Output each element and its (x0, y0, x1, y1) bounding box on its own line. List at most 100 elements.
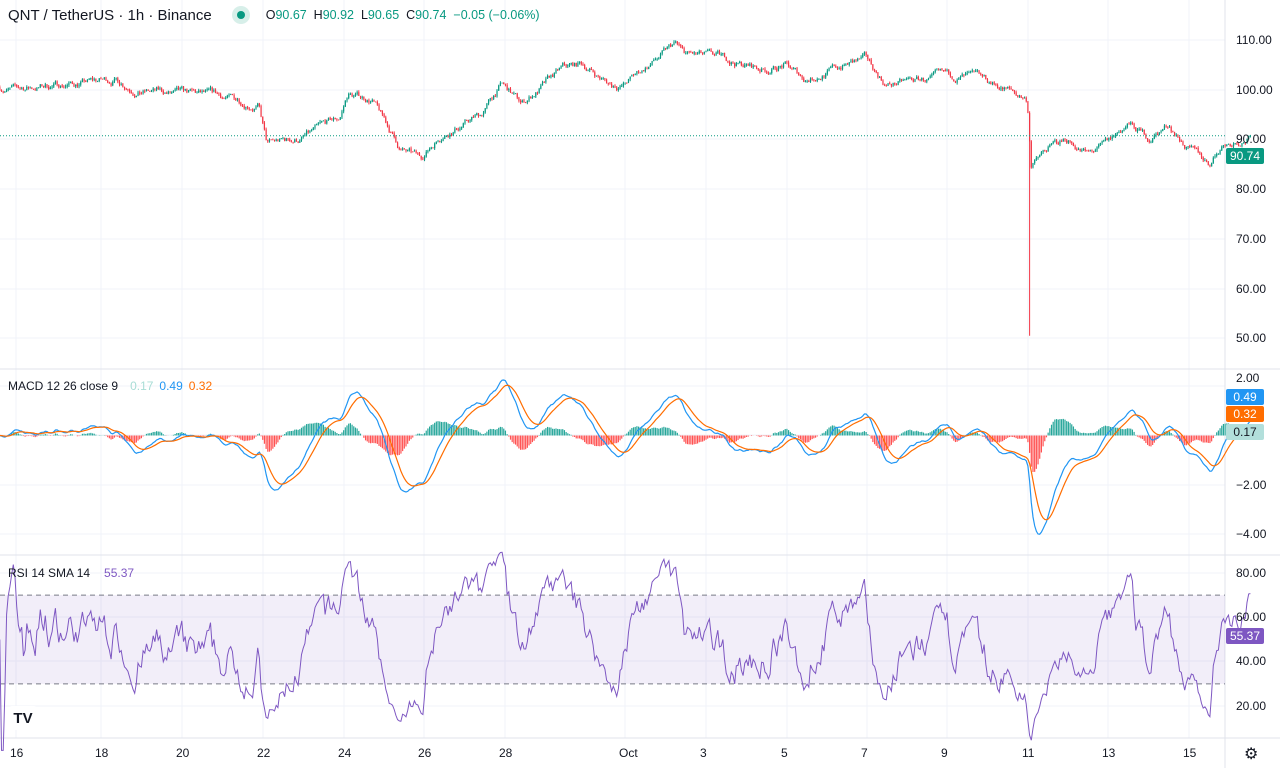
candle-body (670, 44, 672, 47)
candle-body (1160, 131, 1162, 133)
candle-body (53, 83, 55, 87)
candle-body (43, 86, 45, 87)
candle-body (1008, 87, 1010, 88)
candle-body (108, 82, 110, 84)
candle-body (868, 59, 871, 60)
candle-body (235, 98, 237, 100)
gear-icon[interactable]: ⚙ (1244, 746, 1259, 763)
candle-body (27, 87, 30, 88)
candle-body (833, 64, 835, 67)
candle-body (850, 60, 852, 63)
candle-body (459, 128, 461, 131)
candle-body (882, 80, 884, 85)
candle-body (408, 148, 410, 150)
tradingview-logo[interactable]: TV (8, 706, 38, 730)
candle-body (801, 75, 803, 79)
candle-body (103, 77, 105, 79)
candle-body (975, 70, 977, 72)
candle-body (737, 63, 739, 64)
candle-body (435, 141, 437, 144)
candle-body (1189, 146, 1191, 148)
candle-body (723, 52, 726, 57)
candle-body (113, 78, 116, 83)
candle-body (781, 66, 783, 68)
candle-body (734, 63, 736, 67)
candle-body (1093, 151, 1095, 152)
candle-body (137, 92, 139, 96)
candle-body (617, 88, 619, 90)
candle-body (91, 77, 94, 80)
symbol-title[interactable]: QNT / TetherUS · 1h · Binance (8, 6, 212, 24)
candle-body (718, 51, 721, 55)
candle-body (149, 90, 151, 92)
candle-body (1126, 123, 1128, 128)
candle-body (1059, 140, 1061, 145)
candle-body (194, 90, 196, 93)
candle-body (383, 114, 385, 118)
candle-body (1249, 135, 1251, 137)
candle-body (503, 82, 505, 85)
candle-body (1120, 131, 1122, 133)
rsi-legend: RSI 14 SMA 14 55.37 (8, 566, 134, 580)
candle-body (216, 93, 218, 94)
candle-body (159, 88, 161, 90)
candle-body (1243, 142, 1245, 144)
candle-body (1099, 142, 1101, 145)
candle-body (909, 77, 911, 79)
candle-body (122, 84, 124, 87)
candle-body (1089, 150, 1091, 152)
candle-body (789, 65, 791, 69)
candle-body (525, 102, 527, 104)
rsi-axis-label: 20.00 (1236, 699, 1267, 713)
candle-body (1018, 95, 1021, 97)
candle-body (597, 75, 599, 77)
candle-body (83, 79, 85, 82)
candle-body (395, 136, 397, 143)
candle-body (732, 62, 734, 64)
candle-body (879, 77, 881, 79)
candle-body (260, 105, 262, 117)
candle-body (356, 92, 358, 95)
candle-body (1185, 147, 1187, 149)
candle-body (1200, 153, 1203, 158)
candle-body (858, 58, 860, 60)
candle-body (621, 85, 623, 87)
candle-body (1150, 141, 1152, 143)
candle-body (154, 88, 156, 90)
candle-body (363, 96, 365, 100)
signal-tag: 0.32 (1226, 406, 1264, 422)
candle-body (471, 116, 473, 120)
macd-title[interactable]: MACD 12 26 close 9 (8, 379, 119, 393)
candle-body (467, 120, 469, 122)
macd-axis-label: −2.00 (1236, 478, 1267, 492)
candle-body (184, 89, 186, 91)
time-axis-label: 13 (1102, 746, 1116, 760)
rsi-title[interactable]: RSI 14 SMA 14 (8, 566, 91, 580)
candle-body (1157, 133, 1159, 135)
candle-body (51, 86, 53, 88)
candle-body (560, 65, 562, 68)
candle-body (946, 69, 948, 72)
candle-body (307, 131, 309, 133)
time-axis-label: 11 (1022, 746, 1035, 760)
candle-body (695, 52, 697, 54)
candle-body (1035, 157, 1037, 160)
rsi-band (0, 595, 1225, 684)
candle-body (902, 79, 904, 81)
candle-body (1086, 150, 1088, 152)
candle-body (814, 80, 817, 82)
candle-body (671, 44, 673, 47)
candle-body (735, 63, 737, 67)
candle-body (740, 61, 743, 66)
time-axis-label: 24 (338, 746, 352, 760)
candle-body (273, 139, 276, 141)
candle-body (339, 117, 341, 120)
time-axis-label: 7 (861, 746, 868, 760)
candle-body (579, 62, 581, 63)
price-axis-label: 100.00 (1236, 83, 1273, 97)
candle-body (651, 61, 653, 65)
candle-body (680, 45, 682, 47)
candle-body (1214, 155, 1216, 158)
candle-body (172, 90, 175, 93)
